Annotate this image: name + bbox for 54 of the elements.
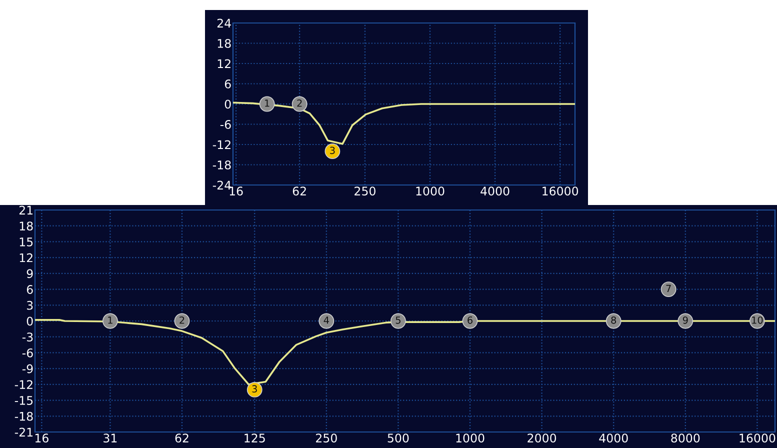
annotation: 5 [396,316,400,324]
annotation: 10 [752,316,763,324]
x-tick-label: 62 [175,434,188,443]
y-tick-label: 6 [26,285,33,294]
y-tick-label: 18 [218,38,231,48]
x-tick-label: 16000 [740,434,776,443]
y-tick-label: 0 [224,100,231,109]
y-tick-label: -12 [212,140,230,149]
y-tick-label: -9 [22,364,33,374]
y-tick-label: -15 [14,396,33,405]
x-tick-label: 62 [292,186,306,196]
y-tick-label: 18 [20,222,33,231]
y-tick-label: -12 [14,380,32,389]
annotation: 3 [252,385,257,393]
y-tick-label: -3 [22,332,33,342]
y-tick-label: 15 [20,238,33,246]
y-tick-label: 0 [26,316,33,326]
annotation: 4 [324,316,329,324]
annotation: 6 [468,316,472,324]
annotation: 7 [666,284,671,292]
x-tick-label: 16 [35,434,48,443]
x-tick-label: 1000 [456,434,484,443]
x-tick-label: 4000 [599,434,628,443]
y-tick-label: -18 [14,412,33,421]
x-tick-label: 250 [354,186,376,196]
y-tick-label: 21 [19,206,33,214]
annotation: 8 [611,316,616,324]
y-tick-label: -18 [212,160,231,170]
x-tick-label: 16000 [542,186,578,196]
x-tick-label: 4000 [480,186,510,196]
x-tick-label: 250 [316,434,337,443]
x-tick-label: 125 [244,434,265,443]
annotation: 2 [297,99,302,107]
annotation: 3 [330,146,335,154]
annotation: 1 [108,316,112,324]
x-tick-label: 500 [388,434,409,443]
y-tick-label: -21 [14,428,33,436]
x-tick-label: 2000 [528,434,556,443]
annotation: 9 [682,316,688,324]
y-tick-label: 12 [20,253,32,262]
y-tick-label: -24 [212,180,231,190]
y-tick-label: 12 [218,59,230,68]
y-tick-label: 24 [217,18,231,28]
x-tick-label: 16 [230,186,243,196]
y-tick-label: 6 [224,79,231,88]
x-tick-label: 31 [104,434,117,443]
y-tick-label: -6 [220,120,231,129]
y-tick-label: 9 [26,269,33,278]
x-tick-label: 1000 [416,186,444,196]
y-tick-label: -6 [22,348,33,358]
y-tick-label: 3 [27,300,33,310]
x-tick-label: 8000 [671,434,700,443]
annotation: 1 [265,100,270,107]
annotation: 2 [180,316,184,324]
